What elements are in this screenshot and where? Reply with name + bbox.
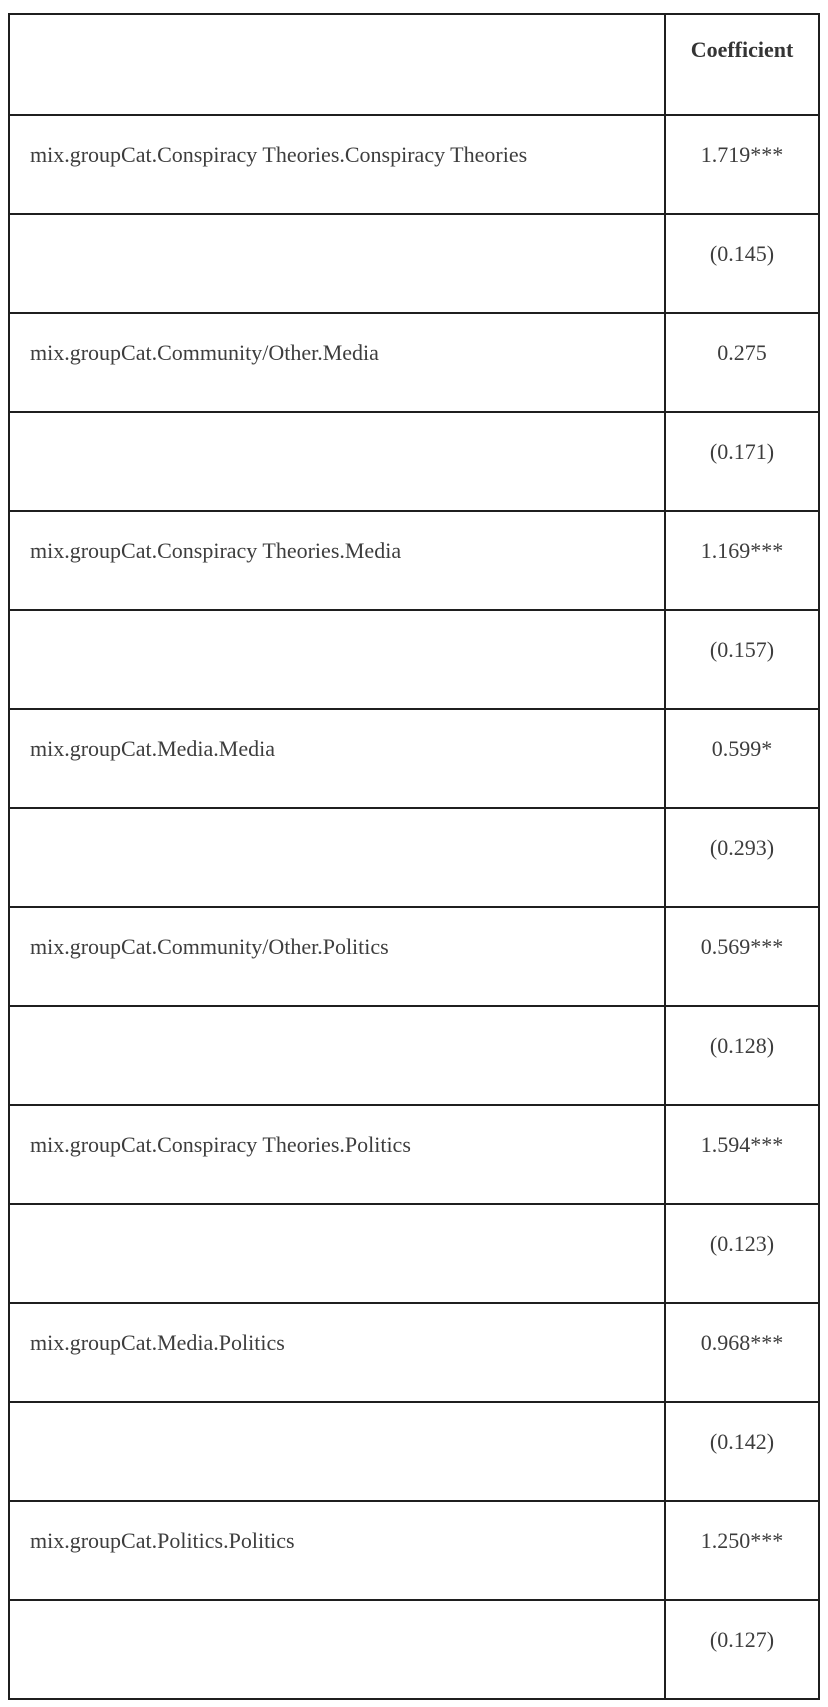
- row-label: [8, 1599, 666, 1700]
- row-label: mix.groupCat.Community/Other.Politics: [8, 906, 666, 1007]
- row-label: mix.groupCat.Conspiracy Theories.Conspir…: [8, 114, 666, 215]
- row-value: 0.569***: [664, 906, 820, 1007]
- row-value: 1.594***: [664, 1104, 820, 1205]
- row-label: [8, 807, 666, 908]
- coefficients-table: Coefficient mix.groupCat.Conspiracy Theo…: [8, 13, 820, 1700]
- row-value: 0.275: [664, 312, 820, 413]
- row-label: [8, 1203, 666, 1304]
- table-row: (0.127): [8, 1599, 820, 1700]
- table-row: mix.groupCat.Community/Other.Media 0.275: [8, 312, 820, 413]
- table-row: (0.293): [8, 807, 820, 908]
- table-row: (0.171): [8, 411, 820, 512]
- row-value: 1.250***: [664, 1500, 820, 1601]
- coefficient-column-header: Coefficient: [664, 13, 820, 116]
- table-row: (0.123): [8, 1203, 820, 1304]
- row-value: (0.293): [664, 807, 820, 908]
- row-value: 1.719***: [664, 114, 820, 215]
- row-label: [8, 1005, 666, 1106]
- table-row: mix.groupCat.Media.Media 0.599*: [8, 708, 820, 809]
- row-label: mix.groupCat.Conspiracy Theories.Politic…: [8, 1104, 666, 1205]
- table-row: mix.groupCat.Conspiracy Theories.Politic…: [8, 1104, 820, 1205]
- table-row: mix.groupCat.Community/Other.Politics 0.…: [8, 906, 820, 1007]
- row-value: (0.127): [664, 1599, 820, 1700]
- row-label: mix.groupCat.Media.Media: [8, 708, 666, 809]
- table-row: (0.142): [8, 1401, 820, 1502]
- table-row: (0.145): [8, 213, 820, 314]
- row-value: (0.157): [664, 609, 820, 710]
- table-row: (0.157): [8, 609, 820, 710]
- row-value: 0.599*: [664, 708, 820, 809]
- table-row: mix.groupCat.Media.Politics 0.968***: [8, 1302, 820, 1403]
- row-value: (0.142): [664, 1401, 820, 1502]
- row-value: (0.123): [664, 1203, 820, 1304]
- row-label: mix.groupCat.Conspiracy Theories.Media: [8, 510, 666, 611]
- row-label: [8, 213, 666, 314]
- row-value: 0.968***: [664, 1302, 820, 1403]
- table-row: (0.128): [8, 1005, 820, 1106]
- row-value: 1.169***: [664, 510, 820, 611]
- row-label: [8, 411, 666, 512]
- row-label: mix.groupCat.Community/Other.Media: [8, 312, 666, 413]
- table-row: mix.groupCat.Politics.Politics 1.250***: [8, 1500, 820, 1601]
- row-label: mix.groupCat.Media.Politics: [8, 1302, 666, 1403]
- table-row: mix.groupCat.Conspiracy Theories.Media 1…: [8, 510, 820, 611]
- row-value: (0.145): [664, 213, 820, 314]
- table-header-row: Coefficient: [8, 13, 820, 116]
- label-column-header: [8, 13, 666, 116]
- table-row: mix.groupCat.Conspiracy Theories.Conspir…: [8, 114, 820, 215]
- row-label: [8, 1401, 666, 1502]
- table-body: mix.groupCat.Conspiracy Theories.Conspir…: [8, 114, 820, 1700]
- row-value: (0.171): [664, 411, 820, 512]
- row-label: mix.groupCat.Politics.Politics: [8, 1500, 666, 1601]
- row-label: [8, 609, 666, 710]
- row-value: (0.128): [664, 1005, 820, 1106]
